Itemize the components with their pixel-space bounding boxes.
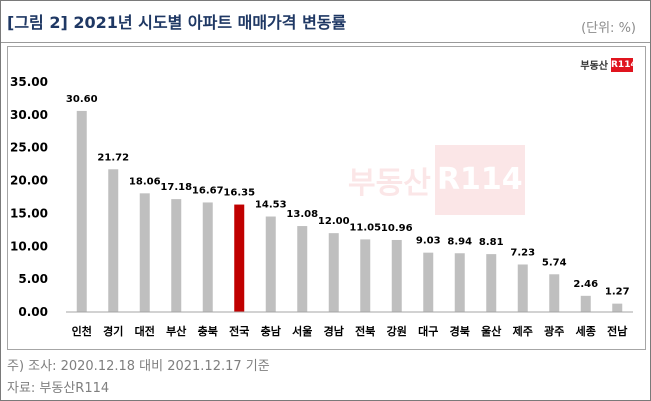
y-tick-label: 25.00 <box>10 141 48 155</box>
data-label-11: 9.03 <box>416 236 441 247</box>
bar-16 <box>580 295 591 312</box>
title-divider <box>1 42 650 43</box>
bar-series <box>76 110 623 312</box>
bar-12 <box>454 253 465 312</box>
data-label-5: 16.35 <box>223 188 255 199</box>
brand-logo: 부동산 R114 <box>580 57 637 72</box>
data-label-16: 2.46 <box>573 279 598 290</box>
y-tick-label: 15.00 <box>10 206 48 220</box>
x-tick-label: 대구 <box>418 324 438 338</box>
data-label-10: 10.96 <box>381 223 413 234</box>
x-tick-label: 충북 <box>198 324 218 338</box>
bar-chart: 0.00 5.00 10.00 15.00 20.00 25.00 30.00 35.00 3… <box>10 75 633 338</box>
y-tick-label: 5.00 <box>18 272 48 286</box>
x-axis: 인천 경기 대전 부산 충북 전국 충남 서울 경남 전북 강원 대구 경북 울산 제주 광주 세종 전남 <box>66 311 633 338</box>
bar-11 <box>423 252 434 312</box>
x-tick-label: 광주 <box>544 325 564 338</box>
x-tick-label: 경북 <box>450 324 470 338</box>
bar-1 <box>108 169 119 312</box>
bar-10 <box>391 239 402 312</box>
bar-13 <box>486 254 497 312</box>
data-label-17: 1.27 <box>605 287 630 298</box>
brand-box: R114 <box>611 57 637 72</box>
data-label-7: 13.08 <box>286 209 318 220</box>
bar-2 <box>139 193 150 312</box>
y-tick-label: 0.00 <box>18 305 48 319</box>
data-label-12: 8.94 <box>447 236 472 247</box>
bar-8 <box>328 233 339 312</box>
x-tick-label: 전북 <box>355 324 375 338</box>
data-label-0: 30.60 <box>66 94 98 105</box>
bar-9 <box>360 239 371 312</box>
data-label-13: 8.81 <box>479 237 504 248</box>
x-tick-label: 부산 <box>166 324 186 338</box>
data-label-3: 17.18 <box>160 182 192 193</box>
unit-label: (단위: %) <box>581 21 636 36</box>
data-label-8: 12.00 <box>318 216 350 227</box>
y-tick-label: 20.00 <box>10 174 48 188</box>
x-tick-label: 인천 <box>72 324 92 338</box>
data-label-6: 14.53 <box>255 200 287 211</box>
bar-4 <box>202 202 213 312</box>
bar-5 <box>234 204 245 312</box>
bar-15 <box>549 274 560 312</box>
bar-6 <box>265 216 276 312</box>
x-tick-label: 전남 <box>607 324 627 338</box>
x-tick-label: 제주 <box>513 324 533 338</box>
figure-title: [그림 2] 2021년 시도별 아파트 매매가격 변동률 <box>7 13 347 32</box>
data-label-1: 21.72 <box>97 152 129 163</box>
bar-7 <box>297 226 308 312</box>
data-label-15: 5.74 <box>542 257 567 268</box>
data-label-9: 11.05 <box>349 222 381 233</box>
y-tick-label: 10.00 <box>10 239 48 253</box>
survey-footnote: 주) 조사: 2020.12.18 대비 2021.12.17 기준 <box>7 359 270 374</box>
x-tick-label: 서울 <box>292 324 312 338</box>
brand-text: 부동산 <box>580 61 608 72</box>
x-tick-label: 세종 <box>576 324 596 338</box>
data-label-2: 18.06 <box>129 176 161 187</box>
data-label-4: 16.67 <box>192 185 224 196</box>
bar-0 <box>76 110 87 312</box>
x-tick-label: 울산 <box>481 324 501 338</box>
x-tick-label: 전국 <box>229 324 249 338</box>
bar-17 <box>612 303 623 312</box>
y-tick-label: 35.00 <box>10 75 48 89</box>
y-tick-label: 30.00 <box>10 108 48 122</box>
x-tick-label: 경기 <box>103 324 123 338</box>
x-tick-label: 경남 <box>324 324 344 338</box>
x-tick-label: 강원 <box>387 324 407 338</box>
data-label-14: 7.23 <box>510 247 535 258</box>
bar-14 <box>517 264 528 312</box>
x-tick-label: 대전 <box>135 324 155 338</box>
source-footnote: 자료: 부동산R114 <box>7 381 110 396</box>
bar-3 <box>171 199 182 312</box>
x-tick-label: 충남 <box>261 324 281 338</box>
chart-area: 부동산 R114 0.00 5.00 10.00 15.00 20.00 25.00 30.… <box>7 46 646 350</box>
y-axis: 0.00 5.00 10.00 15.00 20.00 25.00 30.00 35.00 <box>10 75 48 319</box>
